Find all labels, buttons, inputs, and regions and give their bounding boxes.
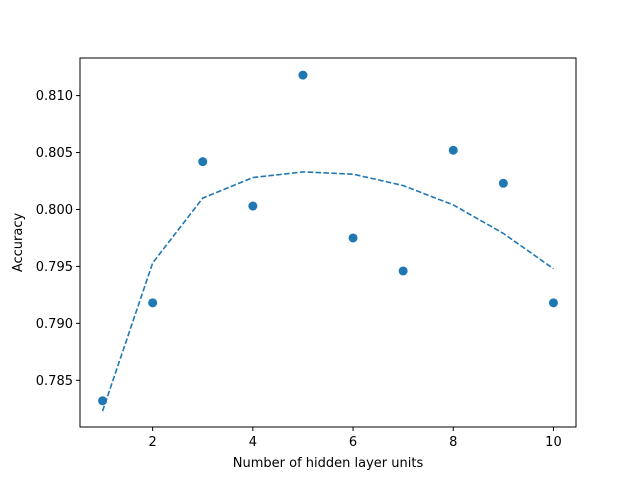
fit-line: [101, 171, 554, 412]
plot-area: [98, 70, 558, 412]
y-tick-label: 0.810: [36, 89, 73, 104]
data-point: [498, 178, 508, 188]
x-axis-label: Number of hidden layer units: [233, 456, 424, 471]
data-point: [298, 70, 308, 80]
x-tick-label: 10: [545, 435, 562, 450]
y-axis-label: Accuracy: [11, 213, 26, 273]
data-point: [148, 298, 158, 308]
data-point: [348, 233, 358, 243]
x-tick-label: 8: [449, 435, 457, 450]
x-axis: 2 4 6 8 10: [149, 427, 562, 450]
data-point: [198, 157, 208, 167]
y-axis: 0.785 0.790 0.795 0.800 0.805 0.810: [36, 89, 80, 389]
x-tick-label: 6: [349, 435, 357, 450]
data-point: [398, 266, 408, 276]
x-tick-label: 4: [249, 435, 257, 450]
data-point: [248, 201, 258, 211]
x-tick-label: 2: [149, 435, 157, 450]
y-tick-label: 0.805: [36, 146, 73, 161]
data-point: [448, 145, 458, 155]
y-tick-label: 0.800: [36, 203, 73, 218]
y-tick-label: 0.785: [36, 374, 73, 389]
axes-frame: [79, 57, 577, 428]
y-tick-label: 0.790: [36, 317, 73, 332]
y-tick-label: 0.795: [36, 260, 73, 275]
data-point: [548, 298, 558, 308]
